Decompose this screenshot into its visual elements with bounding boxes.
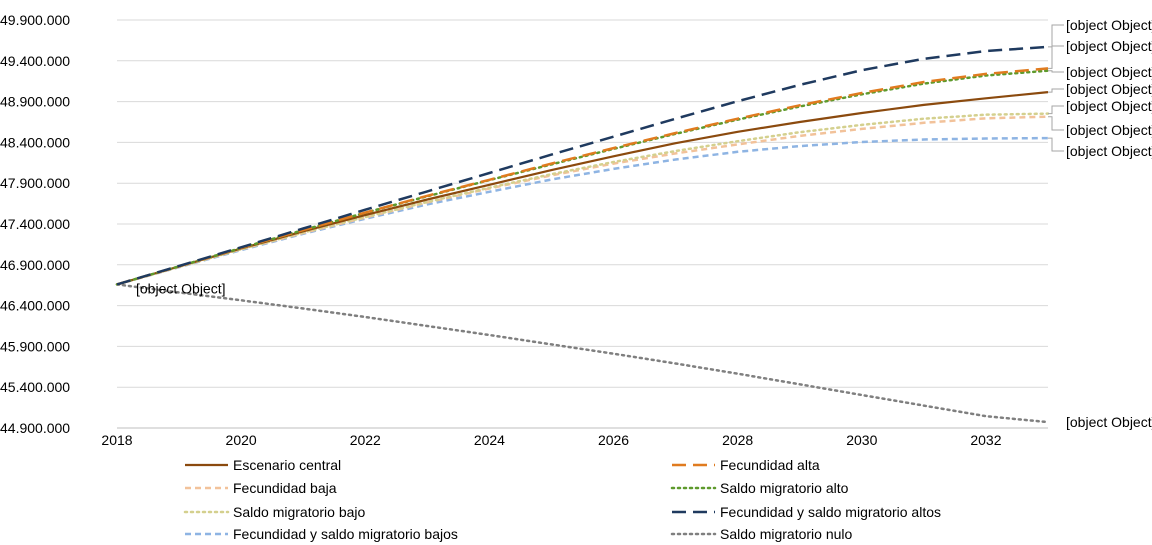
data-label: [object Object] bbox=[1066, 64, 1152, 80]
data-label: [object Object] bbox=[1066, 38, 1152, 54]
series-line-5 bbox=[115, 112, 1050, 286]
series-line-4 bbox=[115, 69, 1050, 286]
legend-label: Saldo migratorio bajo bbox=[233, 504, 366, 520]
x-tick-label: 2028 bbox=[722, 432, 753, 448]
leader-line bbox=[1048, 45, 1064, 69]
x-tick-label: 2032 bbox=[970, 432, 1001, 448]
y-tick-label: 49.400.000 bbox=[0, 53, 70, 69]
leader-line bbox=[1048, 105, 1064, 115]
x-tick-label: 2024 bbox=[474, 432, 505, 448]
legend-label: Fecundidad y saldo migratorio bajos bbox=[233, 526, 458, 542]
leader-line bbox=[1048, 137, 1064, 152]
leader-line bbox=[1048, 116, 1064, 131]
data-label: [object Object] bbox=[1066, 98, 1152, 114]
y-tick-label: 46.400.000 bbox=[0, 298, 70, 314]
series-line-7 bbox=[116, 136, 1049, 286]
x-tick-label: 2018 bbox=[101, 432, 132, 448]
series-line-6 bbox=[116, 45, 1049, 286]
gridlines bbox=[117, 19, 1048, 429]
leader-line bbox=[1048, 24, 1064, 48]
legend-label: Fecundidad alta bbox=[720, 457, 820, 473]
legend-label: Fecundidad y saldo migratorio altos bbox=[720, 504, 941, 520]
y-tick-label: 48.400.000 bbox=[0, 134, 70, 150]
leader-line bbox=[1048, 70, 1064, 73]
y-tick-label: 48.900.000 bbox=[0, 94, 70, 110]
x-tick-label: 2026 bbox=[598, 432, 629, 448]
legend-label: Escenario central bbox=[233, 457, 341, 473]
legend-label: Saldo migratorio nulo bbox=[720, 526, 853, 542]
data-label: [object Object] bbox=[1066, 414, 1152, 430]
x-axis: 2018 2020 2022 2024 2026 2028 2030 2032 bbox=[101, 427, 1048, 448]
data-label: [object Object] bbox=[1066, 122, 1152, 138]
y-tick-label: 47.900.000 bbox=[0, 175, 70, 191]
series-lines bbox=[115, 45, 1050, 424]
data-label: [object Object] bbox=[136, 280, 226, 296]
data-label: [object Object] bbox=[1066, 81, 1152, 97]
y-tick-label: 45.400.000 bbox=[0, 379, 70, 395]
y-tick-label: 45.900.000 bbox=[0, 338, 70, 354]
series-line-8 bbox=[115, 283, 1050, 424]
series-line-2 bbox=[116, 67, 1049, 286]
x-tick-label: 2022 bbox=[350, 432, 381, 448]
legend: Escenario central Fecundidad alta Fecundid… bbox=[183, 457, 941, 542]
series-line-3 bbox=[116, 115, 1049, 286]
legend-label: Saldo migratorio alto bbox=[720, 480, 849, 496]
legend-label: Fecundidad baja bbox=[233, 480, 337, 496]
y-tick-label: 49.900.000 bbox=[0, 12, 70, 28]
x-tick-label: 2030 bbox=[846, 432, 877, 448]
leader-line bbox=[1048, 88, 1064, 93]
y-axis: 44.900.000 45.400.000 45.900.000 46.400.000… bbox=[0, 12, 70, 436]
y-tick-label: 44.900.000 bbox=[0, 420, 70, 436]
data-label: [object Object] bbox=[1066, 143, 1152, 159]
y-tick-label: 46.900.000 bbox=[0, 257, 70, 273]
y-tick-label: 47.400.000 bbox=[0, 216, 70, 232]
data-labels: [object Object][object Object][object Ob… bbox=[136, 17, 1152, 430]
x-tick-label: 2020 bbox=[226, 432, 257, 448]
data-label: [object Object] bbox=[1066, 17, 1152, 33]
